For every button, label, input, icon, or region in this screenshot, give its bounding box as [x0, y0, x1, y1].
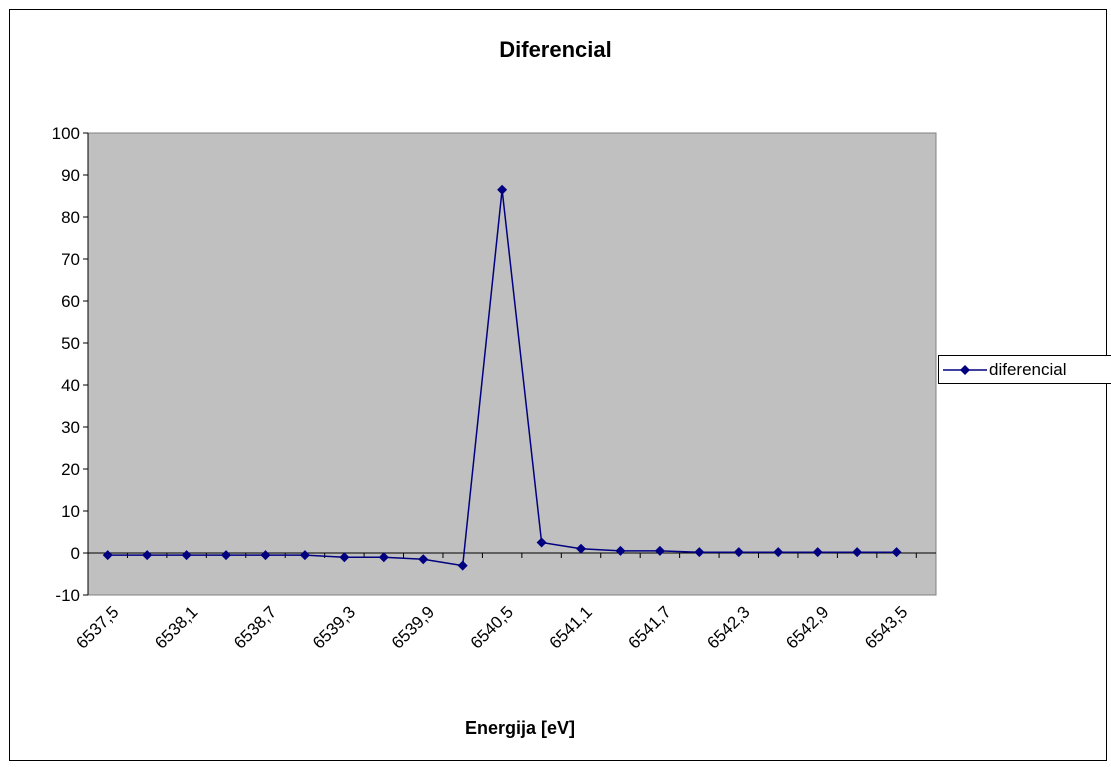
data-point	[418, 554, 429, 565]
x-tick-label: 6542,9	[782, 602, 832, 652]
y-tick-label: 100	[52, 124, 80, 143]
data-point	[299, 550, 310, 561]
data-point	[378, 552, 389, 563]
axes	[87, 133, 936, 595]
data-point	[812, 547, 823, 558]
x-tick-label: 6543,5	[861, 602, 911, 652]
x-tick-label: 6539,9	[388, 602, 438, 652]
plot-area	[87, 132, 937, 596]
y-tick-label: 30	[61, 418, 80, 437]
x-tick-label: 6539,3	[309, 602, 359, 652]
data-point	[615, 545, 626, 556]
x-tick-label: 6537,5	[72, 602, 122, 652]
series-layer	[102, 184, 902, 571]
data-point	[339, 552, 350, 563]
y-tick-label: 80	[61, 208, 80, 227]
x-tick-label: 6541,7	[625, 602, 675, 652]
x-axis-title: Energija [eV]	[464, 718, 576, 738]
data-point	[221, 550, 232, 561]
data-point	[142, 550, 153, 561]
data-point	[852, 547, 863, 558]
y-tick-label: -10	[55, 586, 80, 605]
y-tick-label: 50	[61, 334, 80, 353]
y-tick-label: 60	[61, 292, 80, 311]
data-point	[694, 547, 705, 558]
y-axis-ticks: -10 0 10 20 30 40 50 60 70 80 90 100	[52, 124, 88, 605]
data-point	[181, 550, 192, 561]
data-point	[497, 184, 508, 195]
y-tick-label: 40	[61, 376, 80, 395]
legend-line-marker	[943, 365, 987, 375]
x-tick-label: 6538,1	[151, 602, 201, 652]
y-tick-label: 70	[61, 250, 80, 269]
legend-label: diferencial	[989, 360, 1067, 379]
chart-title: Diferencial	[499, 37, 612, 62]
x-tick-label: 6538,7	[230, 602, 280, 652]
data-point	[654, 545, 665, 556]
data-point	[576, 543, 587, 554]
data-point	[260, 550, 271, 561]
x-tick-label: 6540,5	[467, 602, 517, 652]
y-tick-label: 90	[61, 166, 80, 185]
data-point	[891, 547, 902, 558]
data-point	[773, 547, 784, 558]
y-tick-label: 0	[71, 544, 80, 563]
y-tick-label: 10	[61, 502, 80, 521]
x-tick-label: 6542,3	[703, 602, 753, 652]
x-tick-label: 6541,1	[546, 602, 596, 652]
data-point	[457, 560, 468, 571]
y-tick-label: 20	[61, 460, 80, 479]
data-point	[733, 547, 744, 558]
data-point	[536, 537, 547, 548]
legend: diferencial	[938, 355, 1111, 384]
data-point	[102, 550, 113, 561]
